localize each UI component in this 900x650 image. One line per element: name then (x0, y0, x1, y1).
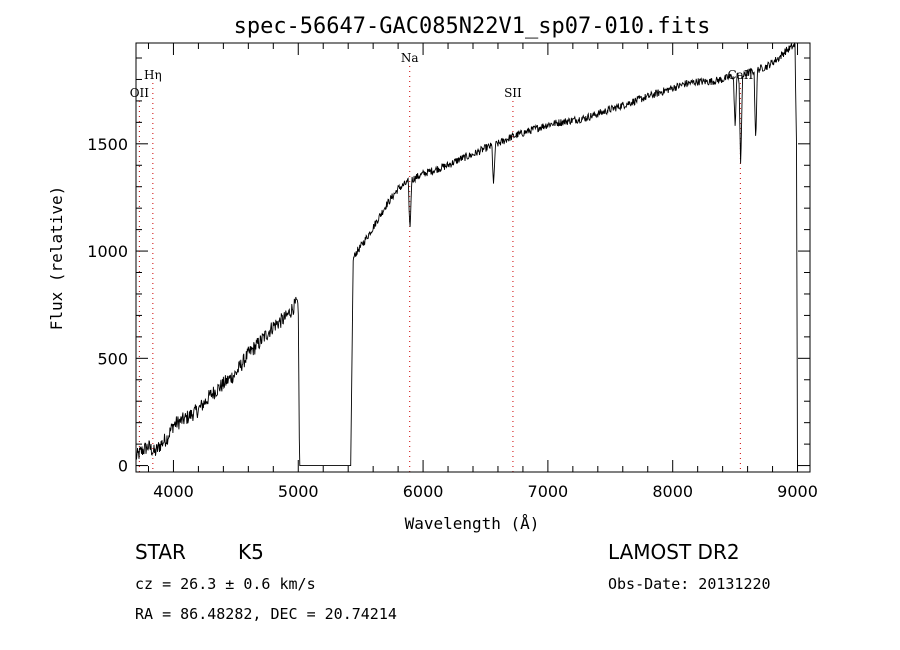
survey-name: LAMOST DR2 (608, 540, 740, 564)
line-marker-label: OII (130, 86, 150, 100)
x-tick-label: 6000 (403, 482, 444, 501)
info-block: STAR K5 cz = 26.3 ± 0.6 km/s RA = 86.482… (135, 540, 771, 623)
object-class: STAR (135, 540, 186, 564)
x-tick-label: 5000 (278, 482, 319, 501)
y-tick-label: 0 (118, 457, 128, 476)
y-tick-label: 1500 (87, 135, 128, 154)
series-layer (135, 42, 798, 470)
x-axis-label: Wavelength (Å) (405, 514, 540, 533)
coordinates: RA = 86.48282, DEC = 20.74214 (135, 605, 397, 623)
x-tick-label: 7000 (528, 482, 569, 501)
obs-date: Obs-Date: 20131220 (608, 575, 771, 593)
y-axis-label: Flux (relative) (47, 186, 66, 331)
line-marker-label: Na (401, 51, 419, 65)
spectral-subclass: K5 (238, 540, 264, 564)
x-tick-label: 8000 (652, 482, 693, 501)
line-marker-label: CaII (727, 68, 753, 82)
ticks-layer: 4000 5000 6000 7000 8000 9000 0 500 1000 1500 (87, 43, 818, 501)
line-marker-label: SII (504, 86, 522, 100)
redshift-value: cz = 26.3 ± 0.6 km/s (135, 575, 316, 593)
chart-title: spec-56647-GAC085N22V1_sp07-010.fits (234, 14, 711, 39)
line-marker-label: Hη (144, 68, 162, 82)
plot-frame (135, 42, 811, 473)
spectrum-series-line (135, 42, 798, 470)
line-markers-layer: OII Hη Na SII CaII (130, 51, 754, 472)
x-tick-label: 4000 (153, 482, 194, 501)
y-tick-label: 500 (97, 349, 128, 368)
x-tick-label: 9000 (777, 482, 818, 501)
y-tick-label: 1000 (87, 242, 128, 261)
